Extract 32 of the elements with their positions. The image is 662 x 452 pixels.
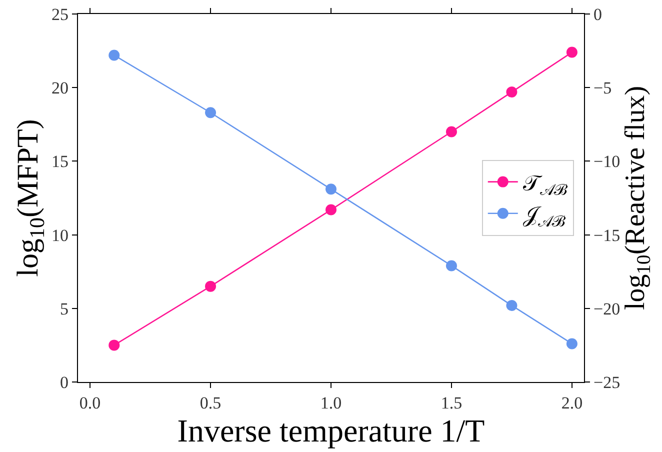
point — [108, 340, 120, 351]
y-tick-label: 5 — [60, 299, 68, 318]
point — [566, 46, 578, 58]
y2-tick-label: −25 — [594, 372, 620, 392]
y2-tick-label: −5 — [594, 78, 612, 98]
y2-tick-label: −10 — [594, 152, 620, 172]
legend-label: 𝒯$_{𝒜ℬ}$ — [522, 170, 568, 199]
x-tick-label: 2.0 — [561, 394, 583, 412]
y-tick-label: 20 — [52, 78, 68, 98]
x-tick-label: 0.5 — [200, 394, 222, 412]
x-tick-label: 1.5 — [440, 394, 462, 412]
x-axis-title: Inverse temperature 1/T — [177, 412, 486, 448]
x-tick-label: 0.0 — [79, 394, 101, 412]
point — [326, 204, 336, 216]
point — [446, 260, 457, 272]
y-tick-label: 0 — [60, 372, 68, 392]
y2-tick-label: −15 — [594, 226, 620, 245]
y2-tick-label: −20 — [594, 299, 620, 318]
y-tick-label: 15 — [52, 152, 68, 172]
y-tick-label: 10 — [52, 226, 68, 245]
point — [205, 107, 216, 118]
point — [108, 50, 120, 61]
x-tick-label: 1.0 — [320, 394, 342, 412]
y-tick-label: 25 — [52, 4, 68, 24]
point — [566, 338, 578, 350]
point — [506, 86, 518, 98]
point — [326, 184, 336, 195]
point — [506, 300, 518, 311]
point — [446, 126, 457, 138]
point — [205, 280, 216, 292]
y2-tick-label: 0 — [594, 4, 602, 24]
legend-label: 𝒥$_{𝒜ℬ}$ — [522, 202, 566, 231]
